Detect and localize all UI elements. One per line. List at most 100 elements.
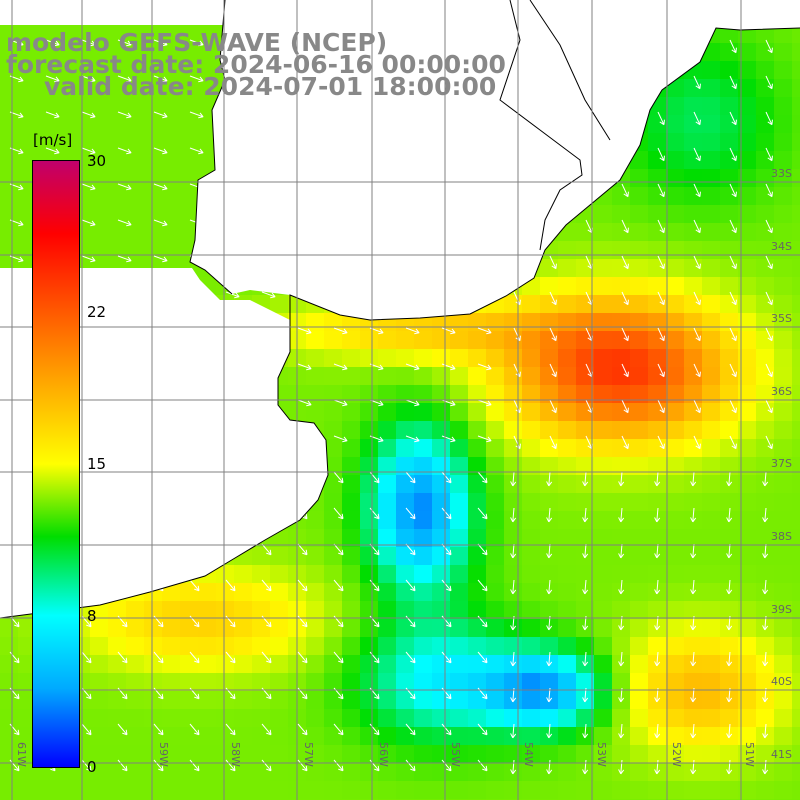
wind-cell <box>630 475 649 494</box>
wind-cell <box>792 475 800 494</box>
wind-cell <box>144 61 163 80</box>
wind-cell <box>198 79 217 98</box>
wind-arrow <box>369 651 380 664</box>
wind-arrow <box>582 543 589 559</box>
wind-cell <box>702 61 721 80</box>
wind-cell <box>702 205 721 224</box>
wind-cell <box>360 421 379 440</box>
wind-cell <box>162 25 181 44</box>
wind-arrow <box>333 507 344 520</box>
wind-cell <box>594 529 613 548</box>
wind-cell <box>558 457 577 476</box>
wind-cell <box>720 637 739 656</box>
land-area <box>0 0 800 618</box>
wind-arrow <box>510 723 517 739</box>
wind-cell <box>90 97 109 116</box>
wind-cell <box>486 763 505 782</box>
wind-arrow <box>81 651 92 664</box>
wind-cell <box>414 493 433 512</box>
wind-cell <box>756 493 775 512</box>
wind-cell <box>666 223 685 242</box>
wind-cell <box>306 691 325 710</box>
wind-arrow <box>405 759 416 772</box>
wind-arrow <box>189 579 200 592</box>
wind-cell <box>270 295 289 314</box>
wind-cell <box>648 349 667 368</box>
wind-cell <box>126 151 145 170</box>
wind-cell <box>792 313 800 332</box>
wind-cell <box>378 421 397 440</box>
wind-cell <box>648 493 667 512</box>
wind-cell <box>702 349 721 368</box>
wind-cell <box>360 691 379 710</box>
wind-cell <box>378 475 397 494</box>
wind-cell <box>342 511 361 530</box>
wind-arrow <box>441 363 456 371</box>
wind-cell <box>648 403 667 422</box>
wind-cell <box>108 781 127 800</box>
wind-arrow <box>546 651 553 667</box>
wind-cell <box>720 223 739 242</box>
wind-cell <box>684 151 703 170</box>
wind-cell <box>702 457 721 476</box>
wind-cell <box>576 403 595 422</box>
wind-cell <box>486 565 505 584</box>
wind-cell <box>666 115 685 134</box>
wind-cell <box>720 349 739 368</box>
wind-arrow <box>549 327 557 342</box>
wind-arrow <box>690 723 697 739</box>
wind-cell <box>648 169 667 188</box>
wind-arrow <box>189 759 200 772</box>
wind-cell <box>270 691 289 710</box>
wind-cell <box>18 133 37 152</box>
wind-cell <box>792 745 800 764</box>
wind-cell <box>648 187 667 206</box>
wind-arrow <box>297 327 312 335</box>
wind-arrow <box>729 111 737 126</box>
wind-cell <box>702 295 721 314</box>
wind-cell <box>720 565 739 584</box>
wind-cell <box>630 583 649 602</box>
wind-arrow <box>729 183 737 198</box>
wind-arrow <box>765 363 773 378</box>
wind-arrow <box>189 723 200 736</box>
wind-cell <box>36 781 55 800</box>
wind-cell <box>702 637 721 656</box>
wind-cell <box>342 583 361 602</box>
longitude-label: 57W <box>302 742 315 767</box>
wind-cell <box>198 763 217 782</box>
wind-cell <box>342 421 361 440</box>
wind-cell <box>792 691 800 710</box>
wind-cell <box>180 25 199 44</box>
wind-cell <box>522 655 541 674</box>
wind-cell <box>540 781 559 800</box>
longitude-label: 51W <box>743 742 756 767</box>
wind-arrow <box>81 75 96 83</box>
wind-cell <box>702 583 721 602</box>
wind-cell <box>468 637 487 656</box>
wind-arrow <box>369 471 380 484</box>
wind-cell <box>432 583 451 602</box>
wind-cell <box>0 97 19 116</box>
wind-cell <box>468 709 487 728</box>
wind-cell <box>540 529 559 548</box>
wind-cell <box>126 637 145 656</box>
wind-arrow <box>117 147 132 155</box>
wind-cell <box>450 493 469 512</box>
wind-cell <box>684 115 703 134</box>
wind-cell <box>324 313 343 332</box>
latitude-label: 34S <box>771 240 792 253</box>
wind-cell <box>684 421 703 440</box>
wind-arrow <box>621 291 629 306</box>
wind-cell <box>324 745 343 764</box>
wind-cell <box>630 547 649 566</box>
wind-arrow <box>441 399 456 407</box>
wind-arrow <box>582 651 589 667</box>
wind-cell <box>450 565 469 584</box>
wind-cell <box>630 601 649 620</box>
wind-cell <box>756 601 775 620</box>
wind-arrow <box>654 723 661 739</box>
wind-cell <box>306 529 325 548</box>
wind-cell <box>432 691 451 710</box>
wind-cell <box>594 367 613 386</box>
